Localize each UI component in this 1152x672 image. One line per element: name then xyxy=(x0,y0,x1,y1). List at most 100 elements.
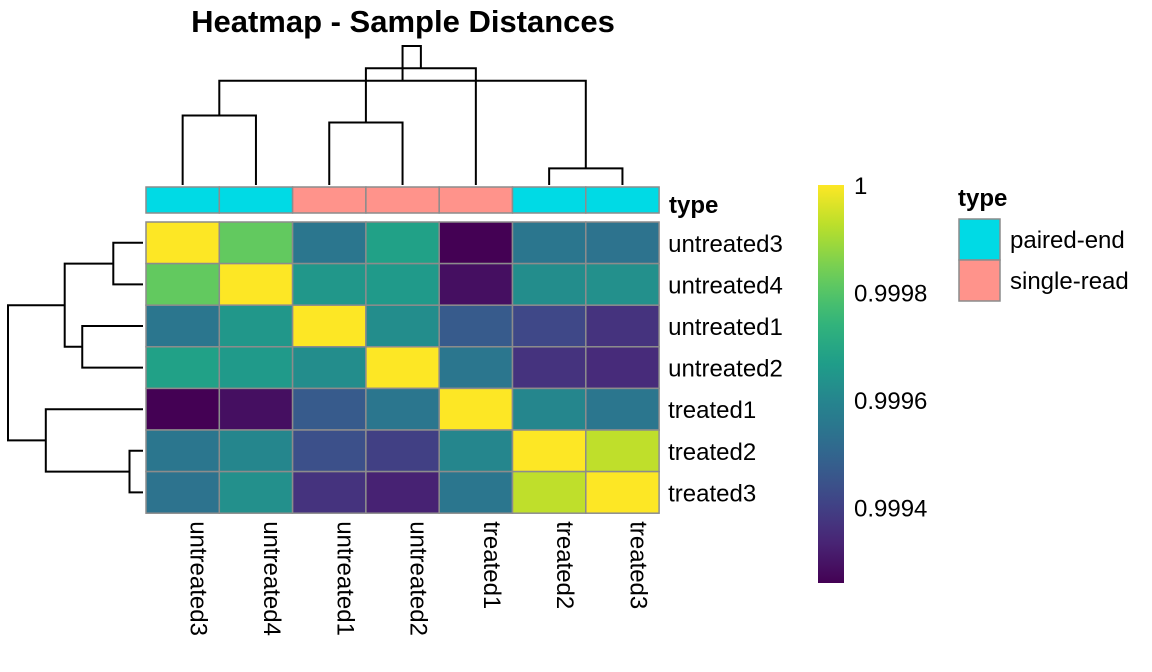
annotation-cell xyxy=(365,186,440,214)
heatmap-cell xyxy=(145,304,221,348)
row-label: untreated3 xyxy=(668,231,783,258)
column-label: untreated1 xyxy=(331,521,358,636)
row-label: treated3 xyxy=(668,480,756,507)
heatmap-cell xyxy=(218,387,294,431)
heatmap-cell xyxy=(291,429,367,473)
row-label: untreated1 xyxy=(668,314,783,341)
color-scale-tick-label: 0.9996 xyxy=(854,388,927,415)
heatmap-cell xyxy=(438,387,514,431)
legend-swatch xyxy=(958,218,1001,261)
annotation-cell xyxy=(511,186,587,214)
heatmap-cells xyxy=(145,221,660,514)
dendrogram-branch xyxy=(181,114,257,185)
heatmap-cell xyxy=(218,221,294,265)
heatmap-cell xyxy=(218,470,294,514)
dendrogram-branch xyxy=(364,67,477,185)
heatmap-cell xyxy=(291,387,367,431)
annotation-cell xyxy=(438,186,514,214)
column-label: untreated4 xyxy=(258,521,285,636)
row-labels: untreated3 untreated4 untreated1 untreated2… xyxy=(668,231,783,508)
dendrogram-branch xyxy=(328,121,404,185)
annotation-cell xyxy=(145,186,221,214)
color-scale-tick-label: 0.9994 xyxy=(854,496,927,523)
heatmap-cell xyxy=(145,387,221,431)
heatmap-cell xyxy=(291,470,367,514)
dendrogram-branch xyxy=(401,45,422,81)
heatmap-cell xyxy=(145,346,221,390)
heatmap-cell xyxy=(365,387,440,431)
annotation-legend-title: type xyxy=(958,185,1007,212)
column-dendrogram xyxy=(181,45,624,185)
heatmap-cell xyxy=(511,262,587,306)
column-label: untreated2 xyxy=(405,521,432,636)
column-label: treated2 xyxy=(551,521,578,609)
row-label: untreated2 xyxy=(668,356,783,383)
heatmap-cell xyxy=(585,304,660,348)
color-scale-tick-label: 0.9998 xyxy=(854,281,927,308)
heatmap-cell xyxy=(438,346,514,390)
annotation-cell xyxy=(218,186,294,214)
heatmap-cell xyxy=(218,346,294,390)
heatmap-cell xyxy=(511,429,587,473)
heatmap-cell xyxy=(145,262,221,306)
column-label: treated1 xyxy=(478,521,505,609)
heatmap-cell xyxy=(291,221,367,265)
dendrogram-branch xyxy=(44,408,143,473)
heatmap-cell xyxy=(511,221,587,265)
legend-label: paired-end xyxy=(1010,227,1125,254)
heatmap-cell xyxy=(438,429,514,473)
dendrogram-branch xyxy=(7,304,65,442)
dendrogram-branch xyxy=(112,241,143,286)
heatmap-cell xyxy=(438,221,514,265)
heatmap-cell xyxy=(438,470,514,514)
annotation-cell xyxy=(291,186,367,214)
heatmap-cell xyxy=(365,470,440,514)
heatmap-cell xyxy=(585,470,660,514)
column-label: treated3 xyxy=(624,521,651,609)
heatmap-cell xyxy=(438,262,514,306)
heatmap-cell xyxy=(365,346,440,390)
heatmap-cell xyxy=(511,346,587,390)
heatmap-cell xyxy=(585,346,660,390)
row-label: untreated4 xyxy=(668,272,783,299)
color-scale-bar xyxy=(818,185,844,583)
heatmap-cell xyxy=(291,304,367,348)
column-labels: untreated3 untreated4 untreated1 untreated2… xyxy=(185,521,652,636)
row-label: treated2 xyxy=(668,439,756,466)
annotation-label: type xyxy=(669,192,718,219)
legend-label: single-read xyxy=(1010,268,1129,295)
heatmap-cell xyxy=(218,304,294,348)
row-label: treated1 xyxy=(668,397,756,424)
dendrogram-branch xyxy=(81,325,143,369)
annotation-cell xyxy=(585,186,660,214)
heatmap-cell xyxy=(585,387,660,431)
heatmap-cell xyxy=(511,470,587,514)
dendrogram-branch xyxy=(63,262,114,348)
heatmap-cell xyxy=(585,429,660,473)
annotation-legend: type paired-end single-read xyxy=(958,185,1129,302)
heatmap-cell xyxy=(365,262,440,306)
heatmap-cell xyxy=(218,262,294,306)
heatmap-cell xyxy=(511,387,587,431)
heatmap-cell xyxy=(365,429,440,473)
color-scale-tick-label: 1 xyxy=(854,173,867,200)
column-label: untreated3 xyxy=(185,521,212,636)
heatmap-cell xyxy=(365,221,440,265)
heatmap-cell xyxy=(218,429,294,473)
dendrogram-branch xyxy=(128,449,143,494)
color-scale-legend: 1 0.9998 0.9996 0.9994 xyxy=(818,173,927,583)
dendrogram-branch xyxy=(548,167,624,185)
heatmap-cell xyxy=(365,304,440,348)
heatmap-cell xyxy=(145,429,221,473)
heatmap-cell xyxy=(145,470,221,514)
heatmap-cell xyxy=(511,304,587,348)
legend-swatch xyxy=(958,259,1001,302)
column-annotation-bar xyxy=(145,186,660,214)
heatmap-cell xyxy=(438,304,514,348)
heatmap-cell xyxy=(291,262,367,306)
heatmap-cell xyxy=(585,221,660,265)
heatmap-cell xyxy=(291,346,367,390)
heatmap-cell xyxy=(585,262,660,306)
row-dendrogram xyxy=(7,241,143,494)
